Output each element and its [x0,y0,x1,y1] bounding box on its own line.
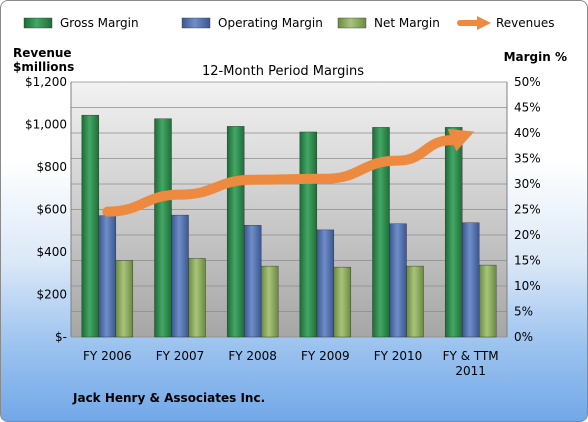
right-tick-label: 35% [514,152,541,166]
operating-margin-bar [98,215,117,338]
legend-label: Operating Margin [218,16,323,30]
right-tick-label: 0% [514,330,533,344]
category-labels: FY 2006 FY 2007 FY 2008 FY 2009 FY 2010 FY & … [83,349,499,378]
gross-margin-bar [299,131,318,338]
right-tick-label: 30% [514,177,541,191]
legend-swatch-gross [23,17,53,29]
right-tick-label: 15% [514,254,541,268]
left-tick-label: $800 [36,160,67,174]
right-tick-label: 50% [514,75,541,89]
legend-swatch-net [337,17,367,29]
category-label: FY 2009 [301,349,350,363]
right-tick-label: 5% [514,305,533,319]
right-tick-label: 25% [514,203,541,217]
right-axis-label: Margin % [504,50,567,64]
right-tick-label: 40% [514,126,541,140]
operating-margin-bar [171,214,189,338]
legend-swatch-operating [181,17,211,29]
left-axis-label-line2: $millions [13,60,74,74]
net-margin-bar [188,258,206,338]
legend-label: Net Margin [374,16,440,30]
left-tick-label: $1,200 [25,75,67,89]
revenue-line-group [102,128,475,217]
gross-margin-bar [81,114,100,338]
gross-margin-bar [226,126,245,338]
revenue-line [102,135,457,217]
left-tick-label: $- [55,330,67,344]
bars [81,114,497,338]
right-tick-label: 45% [514,101,541,115]
net-margin-bar [406,265,424,338]
category-label: FY & TTM 2011 [443,349,499,378]
left-axis-ticks: $- $200 $400 $600 $800 $1,000 $1,200 [25,75,67,344]
legend: Gross Margin Operating Margin Net Margin Re… [23,16,555,30]
right-tick-label: 10% [514,279,541,293]
operating-margin-bar [316,229,335,338]
operating-margin-bar [461,222,480,338]
legend-label: Gross Margin [60,16,139,30]
operating-margin-bar [243,225,262,338]
right-tick-label: 20% [514,228,541,242]
net-margin-bar [333,266,352,338]
category-label: FY 2008 [228,349,277,363]
gross-margin-bar [154,118,172,338]
left-tick-label: $200 [36,288,67,302]
category-label: FY 2010 [374,349,423,363]
legend-swatch-revenues-head [477,16,491,30]
category-label: FY 2006 [83,349,132,363]
revenue-arrow-head [447,128,475,152]
net-margin-bar [260,265,279,338]
net-margin-bar [478,264,497,338]
footer-company-name: Jack Henry & Associates Inc. [72,391,265,405]
gridlines [70,81,508,338]
net-margin-bar [115,260,134,338]
chart-title: 12-Month Period Margins [202,64,364,79]
category-label: FY 2007 [156,349,205,363]
gross-margin-bar [444,127,463,338]
left-tick-label: $400 [36,245,67,259]
legend-label: Revenues [496,16,555,30]
right-axis-ticks: 0% 5% 10% 15% 20% 25% 30% 35% 40% 45% 50% [514,75,541,344]
operating-margin-bar [389,223,407,338]
left-tick-label: $600 [36,203,67,217]
left-tick-label: $1,000 [25,118,67,132]
left-axis-label-line1: Revenue [13,46,72,60]
